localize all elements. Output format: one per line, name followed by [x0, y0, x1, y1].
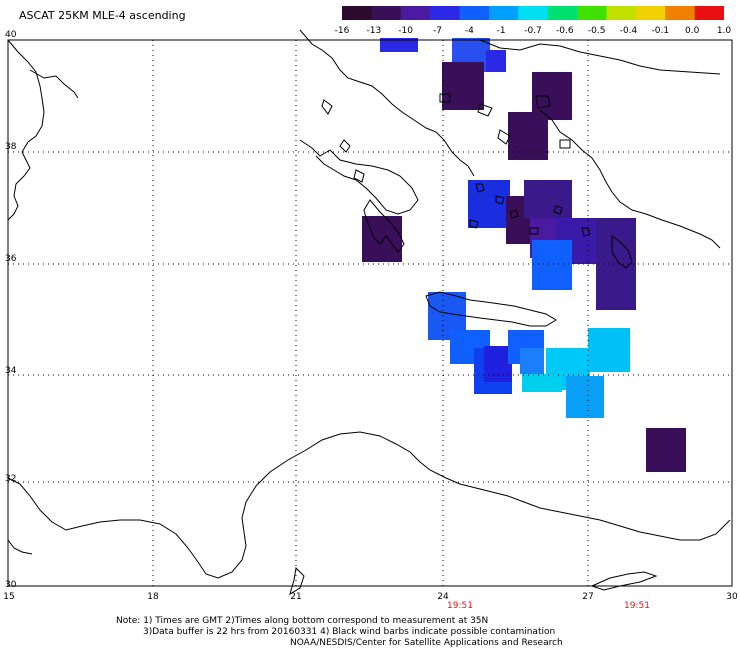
colorbar-label: -4	[464, 26, 474, 36]
lon-label-18: 18	[147, 592, 159, 602]
colorbar-segment	[430, 6, 461, 20]
colorbar-labels: -16 -13 -10 -7 -4 -1 -0.7 -0.6 -0.5 -0.4 -0.1 0.0 1.…	[330, 26, 740, 40]
colorbar-segment	[342, 6, 372, 20]
lat-label-40: 40	[5, 30, 17, 40]
colorbar-segment	[400, 6, 431, 20]
data-cell	[484, 346, 512, 382]
data-cell	[588, 328, 630, 372]
note-line-1: Note: 1) Times are GMT 2)Times along bot…	[116, 616, 489, 626]
map-title: ASCAT 25KM MLE-4 ascending	[19, 9, 186, 22]
colorbar-segment	[459, 6, 490, 20]
data-cell	[520, 348, 544, 374]
colorbar-label: -0.5	[587, 26, 606, 36]
data-cell	[486, 50, 506, 72]
coastline	[7, 29, 731, 596]
data-cell	[566, 376, 604, 418]
lat-label-32: 32	[5, 474, 17, 484]
lat-label-34: 34	[5, 366, 17, 376]
colorbar-segment	[518, 6, 549, 20]
colorbar-label: -0.4	[619, 26, 638, 36]
lat-label-36: 36	[5, 254, 17, 264]
lon-label-15: 15	[3, 592, 15, 602]
data-cell	[522, 374, 562, 392]
data-cells	[362, 38, 686, 472]
colorbar-label: 1.0	[716, 26, 732, 36]
colorbar-label: -0.6	[556, 26, 574, 36]
colorbar-label: -0.7	[524, 26, 542, 36]
data-cell	[380, 38, 418, 52]
data-cell	[508, 112, 548, 160]
note-line-2: 3)Data buffer is 22 hrs from 20160331 4)…	[143, 627, 556, 637]
colorbar-label: -1	[496, 26, 506, 36]
lon-label-24: 24	[437, 592, 449, 602]
data-cell	[468, 180, 510, 228]
lon-label-21: 21	[290, 592, 302, 602]
data-cell	[646, 428, 686, 472]
map-frame	[7, 39, 733, 587]
colorbar-label: -10	[398, 26, 414, 36]
lat-label-38: 38	[5, 142, 17, 152]
time-label-2: 19:51	[624, 601, 650, 611]
colorbar	[342, 6, 724, 20]
lon-label-27: 27	[582, 592, 594, 602]
colorbar-segment	[547, 6, 578, 20]
note-line-3: NOAA/NESDIS/Center for Satellite Applica…	[290, 638, 563, 648]
colorbar-label: -13	[366, 26, 382, 36]
colorbar-segment	[488, 6, 519, 20]
colorbar-segment	[635, 6, 666, 20]
colorbar-label: -7	[433, 26, 442, 36]
lon-label-30: 30	[726, 592, 738, 602]
colorbar-segment	[371, 6, 402, 20]
time-label-1: 19:51	[447, 601, 473, 611]
colorbar-segment	[694, 6, 724, 20]
colorbar-label: -16	[334, 26, 350, 36]
data-cell	[524, 180, 572, 218]
data-cell	[442, 62, 484, 110]
lat-label-30: 30	[5, 580, 17, 590]
colorbar-segment	[665, 6, 696, 20]
data-cell	[532, 240, 572, 290]
lat-lon-grid	[8, 40, 732, 586]
colorbar-segment	[606, 6, 637, 20]
colorbar-segment	[577, 6, 608, 20]
colorbar-label: 0.0	[684, 26, 700, 36]
colorbar-label: -0.1	[651, 26, 670, 36]
